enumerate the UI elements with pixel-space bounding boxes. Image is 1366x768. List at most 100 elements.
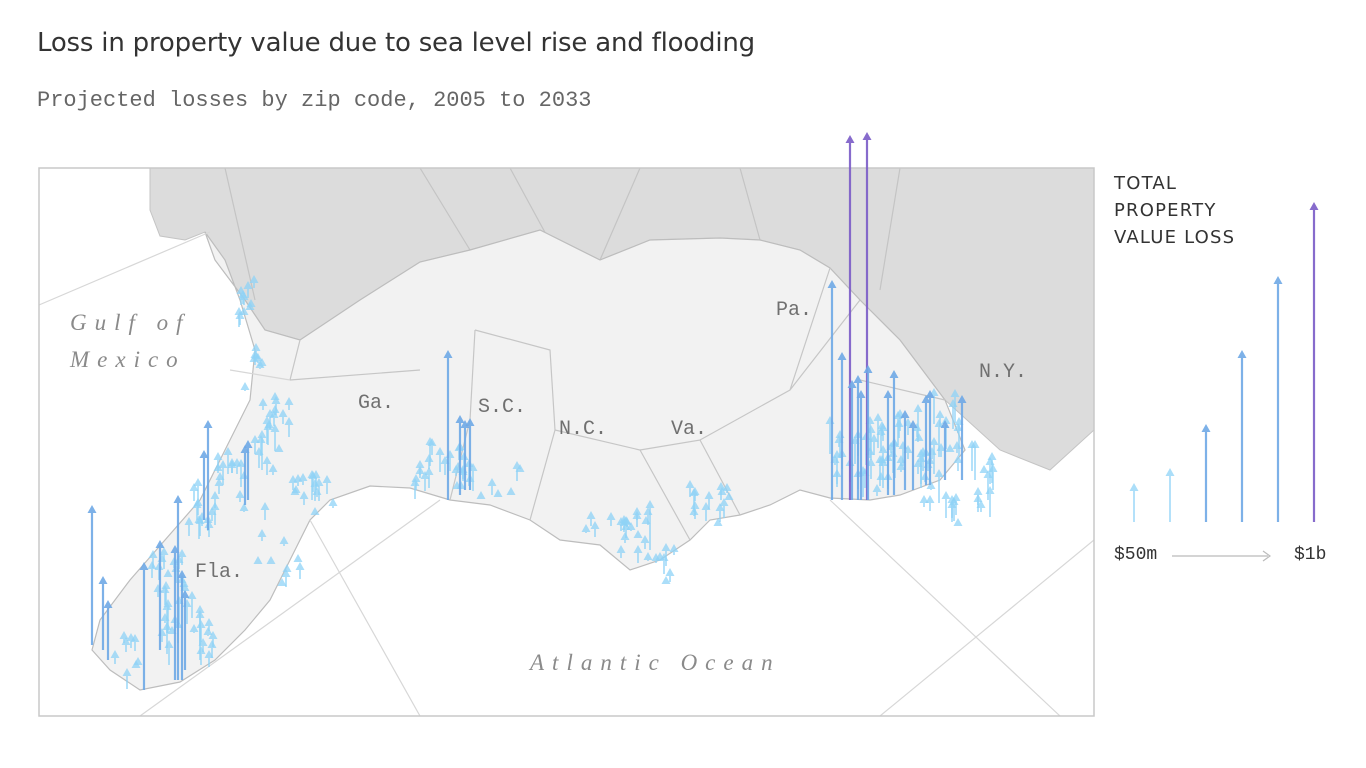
loss-arrow-small-149 xyxy=(425,437,435,466)
loss-arrow-small-189 xyxy=(661,543,671,566)
loss-arrow-small-263 xyxy=(896,462,906,472)
loss-arrow-small-270 xyxy=(925,495,935,511)
loss-arrow-small-184 xyxy=(665,568,675,582)
loss-arrow-small-57 xyxy=(192,500,202,520)
legend-scale-arrowhead xyxy=(1262,550,1272,562)
loss-arrow-small-244 xyxy=(894,419,904,438)
loss-arrow-small-180 xyxy=(632,507,642,527)
loss-arrow-small-257 xyxy=(876,427,886,451)
loss-arrow-small-26 xyxy=(278,409,288,424)
state-label-ny: N.Y. xyxy=(979,361,1027,384)
loss-arrow-small-265 xyxy=(945,444,955,452)
loss-arrow-small-64 xyxy=(147,561,157,578)
loss-arrow-small-112 xyxy=(260,502,270,520)
loss-arrow-large-0 xyxy=(87,505,97,645)
loss-arrow-small-60 xyxy=(193,478,203,503)
loss-arrow-large-36 xyxy=(957,395,967,480)
loss-arrow-small-99 xyxy=(203,627,213,636)
loss-arrow-small-185 xyxy=(643,552,653,561)
loss-arrow-small-176 xyxy=(640,535,650,549)
loss-arrow-small-199 xyxy=(719,498,729,518)
loss-arrow-small-291 xyxy=(973,487,983,512)
loss-arrow-small-292 xyxy=(941,491,951,518)
loss-arrow-small-115 xyxy=(266,556,276,564)
loss-arrow-large-33 xyxy=(921,395,931,485)
loss-arrow-large-2 xyxy=(103,600,113,660)
loss-arrow-small-92 xyxy=(208,631,218,647)
loss-arrow-small-188 xyxy=(651,553,661,563)
loss-arrow-small-16 xyxy=(250,350,260,365)
loss-arrow-small-27 xyxy=(258,398,268,410)
loss-arrow-small-109 xyxy=(253,556,263,564)
loss-arrow-small-193 xyxy=(713,518,723,526)
loss-arrow-small-124 xyxy=(291,485,301,493)
loss-arrow-small-161 xyxy=(493,489,503,497)
loss-arrow-small-143 xyxy=(435,447,445,472)
loss-arrow-large-31 xyxy=(900,410,910,490)
legend-title-line-2: PROPERTY xyxy=(1114,200,1217,221)
loss-arrow-small-273 xyxy=(985,486,995,517)
loss-arrow-small-102 xyxy=(122,668,132,689)
loss-arrow-small-200 xyxy=(704,491,714,509)
state-label-va: Va. xyxy=(671,418,707,441)
loss-arrow-small-48 xyxy=(235,490,245,502)
loss-arrow-small-25 xyxy=(284,417,294,437)
loss-arrow-small-181 xyxy=(621,516,631,525)
loss-arrow-small-100 xyxy=(204,618,214,631)
loss-arrow-large-17 xyxy=(455,415,465,495)
loss-arrow-large-10 xyxy=(203,420,213,530)
loss-arrow-small-190 xyxy=(633,545,643,563)
loss-arrow-small-281 xyxy=(953,455,963,471)
state-label-pa: Pa. xyxy=(776,299,812,322)
loss-arrow-small-201 xyxy=(689,507,699,516)
loss-arrow-small-150 xyxy=(424,467,434,488)
loss-arrow-small-89 xyxy=(164,640,174,665)
loss-arrow-small-59 xyxy=(210,502,220,525)
loss-arrow-small-197 xyxy=(722,483,732,493)
loss-arrow-large-9 xyxy=(195,605,205,660)
loss-arrow-large-19 xyxy=(465,418,475,490)
legend-arrow-100m xyxy=(1165,468,1175,522)
loss-arrow-small-220 xyxy=(872,484,882,496)
loss-arrow-small-232 xyxy=(869,434,879,455)
loss-arrow-large-8 xyxy=(180,590,190,670)
loss-arrow-small-49 xyxy=(223,447,233,474)
loss-arrow-small-235 xyxy=(950,389,960,423)
legend-min-label: $50m xyxy=(1114,545,1158,565)
loss-arrow-small-264 xyxy=(934,419,944,457)
loss-arrow-large-1 xyxy=(98,576,108,650)
loss-arrows xyxy=(87,132,998,690)
legend-title-line-1: TOTAL xyxy=(1114,173,1178,194)
loss-arrow-small-268 xyxy=(912,423,922,437)
loss-arrow-small-186 xyxy=(669,544,679,555)
loss-arrow-small-177 xyxy=(620,532,630,543)
loss-arrow-large-24 xyxy=(847,380,857,500)
legend-arrow-500m xyxy=(1237,350,1247,522)
loss-arrow-small-73 xyxy=(160,585,170,605)
loss-arrow-small-14 xyxy=(240,382,250,391)
loss-arrow-large-30 xyxy=(889,370,899,495)
loss-arrow-large-32 xyxy=(908,420,918,490)
state-label-fla: Fla. xyxy=(195,561,243,584)
loss-arrow-small-236 xyxy=(953,423,963,433)
state-lines-north xyxy=(224,168,901,301)
legend-arrow-750m xyxy=(1273,276,1283,522)
loss-arrow-small-45 xyxy=(214,478,224,494)
loss-arrow-large-13 xyxy=(243,440,253,500)
loss-arrow-small-9 xyxy=(238,290,248,304)
legend-arrow-50m xyxy=(1129,483,1139,522)
loss-arrow-small-129 xyxy=(299,491,309,505)
loss-arrow-small-283 xyxy=(919,495,929,507)
legend-max-label: $1b xyxy=(1294,545,1327,565)
loss-arrow-large-21 xyxy=(827,280,837,500)
loss-arrow-large-15 xyxy=(307,470,317,500)
loss-arrow-small-95 xyxy=(196,620,206,642)
loss-arrow-small-4 xyxy=(249,275,259,288)
water-label-gulf-2: Mexico xyxy=(69,347,186,372)
loss-arrow-small-288 xyxy=(979,465,989,473)
loss-arrow-small-107 xyxy=(133,657,143,665)
graticule xyxy=(39,231,1094,716)
loss-arrow-small-54 xyxy=(184,517,194,536)
loss-arrow-small-47 xyxy=(236,459,246,487)
loss-arrow-small-22 xyxy=(270,405,280,415)
